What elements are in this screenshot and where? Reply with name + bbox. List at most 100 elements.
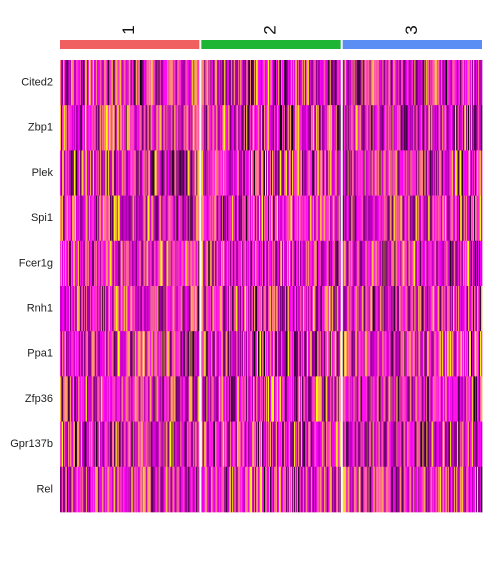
heatmap-cell <box>85 376 88 422</box>
heatmap-cell <box>216 195 218 242</box>
heatmap-cell <box>293 466 296 513</box>
heatmap-cell <box>91 105 94 151</box>
heatmap-cell <box>260 240 262 287</box>
heatmap-cell <box>180 240 182 287</box>
heatmap-cell <box>69 195 72 242</box>
heatmap-cell <box>91 286 94 332</box>
heatmap-cell <box>356 150 358 196</box>
heatmap-cell <box>384 376 386 422</box>
heatmap-cell <box>230 240 232 287</box>
heatmap-cell <box>283 331 286 377</box>
heatmap-cell <box>368 105 370 151</box>
heatmap-cell <box>80 60 83 106</box>
heatmap-cell <box>166 195 168 242</box>
heatmap-cell <box>98 286 101 332</box>
heatmap-cell <box>275 466 278 513</box>
heatmap-cell <box>261 421 263 468</box>
heatmap-cell <box>226 105 228 151</box>
heatmap-cell <box>216 286 218 332</box>
heatmap-cell <box>322 466 325 513</box>
heatmap-cell <box>305 421 308 468</box>
heatmap-cell <box>61 331 63 377</box>
heatmap-cell <box>201 331 203 377</box>
heatmap-cell <box>290 150 293 196</box>
heatmap-cell <box>263 286 265 332</box>
heatmap-cell <box>405 466 407 513</box>
heatmap-cell <box>382 421 384 468</box>
heatmap-cell <box>235 376 237 422</box>
heatmap-cell <box>299 195 302 242</box>
heatmap-cell <box>249 286 251 332</box>
heatmap-cell <box>333 331 336 377</box>
heatmap-cell <box>428 150 430 196</box>
heatmap-cell <box>104 195 107 242</box>
heatmap-cell <box>75 60 78 106</box>
heatmap-cell <box>136 376 138 422</box>
heatmap-cell <box>63 195 66 242</box>
heatmap-cell <box>416 240 418 287</box>
heatmap-cell <box>136 195 138 242</box>
heatmap-cell <box>339 331 342 377</box>
heatmap-cell <box>62 240 65 287</box>
heatmap-cell <box>383 466 385 513</box>
heatmap-cell <box>131 150 134 196</box>
heatmap-cell <box>116 150 119 196</box>
heatmap-cell <box>352 466 354 513</box>
heatmap-cell <box>245 331 247 377</box>
heatmap-cell <box>141 376 143 422</box>
heatmap-cell <box>209 150 211 196</box>
heatmap-cell <box>268 331 270 377</box>
heatmap-cell <box>381 376 383 422</box>
heatmap-cell <box>229 60 231 106</box>
heatmap-cell <box>387 105 389 151</box>
heatmap-cell <box>330 421 333 468</box>
heatmap-cell <box>69 466 72 513</box>
heatmap-cell <box>437 195 439 242</box>
heatmap-cell <box>71 286 74 332</box>
heatmap-cell <box>356 240 358 287</box>
heatmap-cell <box>284 421 287 468</box>
heatmap-cell <box>106 376 109 422</box>
heatmap-cell <box>237 195 239 242</box>
heatmap-cell <box>382 331 384 377</box>
heatmap-cell <box>221 150 223 196</box>
heatmap-cell <box>185 150 187 196</box>
heatmap-cell <box>344 105 347 151</box>
heatmap-cell <box>127 376 130 422</box>
heatmap-cell <box>315 195 318 242</box>
heatmap-cell <box>244 466 246 513</box>
heatmap-cell <box>455 150 457 196</box>
heatmap-cell <box>373 376 375 422</box>
heatmap-cell <box>314 240 317 287</box>
heatmap-cell <box>396 150 398 196</box>
heatmap-cell <box>436 240 438 287</box>
heatmap-cell <box>147 195 149 242</box>
heatmap-cell <box>120 421 123 468</box>
heatmap-cell <box>184 105 186 151</box>
heatmap-cell <box>346 105 348 151</box>
heatmap-cell <box>132 240 134 287</box>
heatmap-cell <box>298 60 301 106</box>
heatmap-cell <box>231 60 233 106</box>
heatmap-cell <box>474 240 476 287</box>
heatmap-cell <box>146 150 148 196</box>
heatmap-cells <box>60 60 483 513</box>
heatmap-cell <box>316 240 319 287</box>
heatmap-cell <box>115 105 118 151</box>
heatmap-cell <box>393 421 395 468</box>
heatmap-cell <box>333 421 336 468</box>
heatmap-cell <box>283 105 286 151</box>
heatmap-cell <box>64 195 67 242</box>
heatmap-cell <box>151 195 153 242</box>
heatmap-cell <box>442 376 444 422</box>
heatmap-cell <box>198 466 200 513</box>
heatmap-cell <box>356 105 358 151</box>
heatmap-cell <box>147 105 149 151</box>
heatmap-cell <box>65 105 68 151</box>
heatmap-cell <box>404 195 406 242</box>
heatmap-cell <box>432 466 434 513</box>
heatmap-cell <box>221 331 223 377</box>
heatmap-cell <box>323 150 326 196</box>
heatmap-cell <box>136 421 138 468</box>
heatmap-cell <box>306 150 309 196</box>
